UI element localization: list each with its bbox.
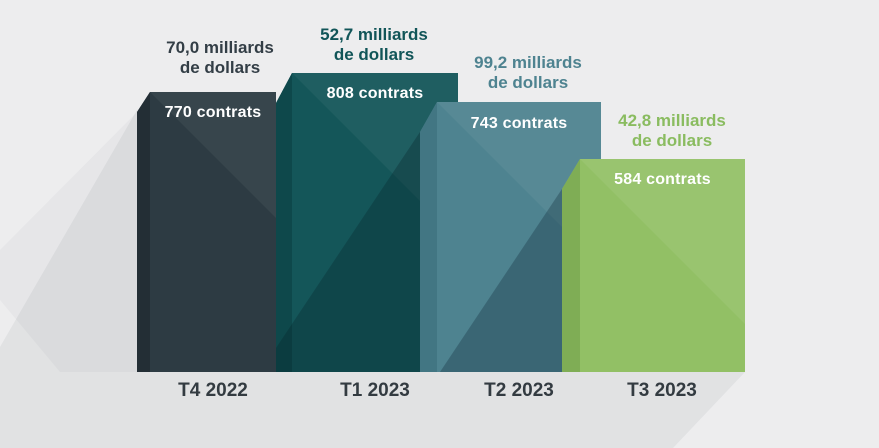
bar-side-panel <box>562 159 580 372</box>
amount-line2: de dollars <box>333 45 415 64</box>
contracts-label: 743 contrats <box>470 115 568 132</box>
amount-line2: de dollars <box>631 131 713 150</box>
amount-label-t4-2022: 70,0 milliards de dollars <box>110 38 330 78</box>
amount-line1: 99,2 milliards <box>474 53 582 72</box>
contracts-label: 584 contrats <box>614 171 711 188</box>
bar-t4-2022: 770 contrats <box>137 92 276 372</box>
amount-line1: 52,7 milliards <box>320 25 428 44</box>
amount-label-t2-2023: 99,2 milliards de dollars <box>418 53 638 93</box>
amount-line2: de dollars <box>487 73 569 92</box>
bar-sheen <box>580 159 745 324</box>
amount-label-t1-2023: 52,7 milliards de dollars <box>264 25 484 65</box>
bar-side-panel <box>276 73 292 372</box>
amount-line2: de dollars <box>179 58 261 77</box>
amount-line1: 42,8 milliards <box>618 111 726 130</box>
axis-label-t1-2023: T1 2023 <box>340 380 410 401</box>
axis-label-t4-2022: T4 2022 <box>178 380 248 401</box>
amount-label-t3-2023: 42,8 milliards de dollars <box>562 111 782 151</box>
axis-label-t3-2023: T3 2023 <box>627 380 697 401</box>
amount-line1: 70,0 milliards <box>166 38 274 57</box>
bar-sheen <box>150 92 276 218</box>
axis-label-t2-2023: T2 2023 <box>484 380 554 401</box>
contracts-label: 770 contrats <box>164 104 262 121</box>
bar-side-panel <box>420 102 437 372</box>
bar-t3-2023: 584 contrats <box>562 159 745 372</box>
contracts-label: 808 contrats <box>326 85 424 102</box>
bar-side-panel <box>137 92 150 372</box>
